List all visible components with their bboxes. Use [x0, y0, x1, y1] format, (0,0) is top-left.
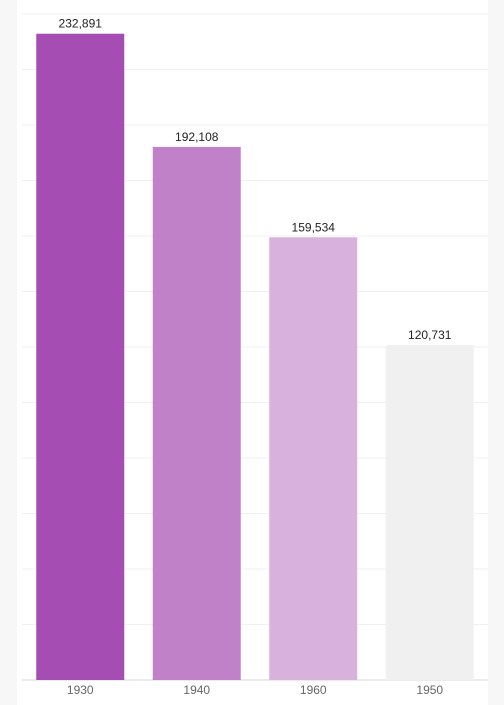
x-tick-1950: 1950 — [416, 683, 443, 697]
value-labels: 232,891 192,108 159,534 120,731 — [59, 17, 452, 342]
value-label-1960: 159,534 — [292, 220, 336, 234]
x-tick-1940: 1940 — [183, 683, 210, 697]
bar-1950[interactable] — [385, 344, 474, 680]
value-label-1930: 232,891 — [59, 17, 103, 31]
value-label-1950: 120,731 — [408, 328, 452, 342]
bar-1930[interactable] — [36, 33, 125, 680]
bar-1960[interactable] — [269, 237, 358, 680]
x-tick-labels: 1930 1940 1960 1950 — [67, 683, 444, 697]
bar-chart: 232,891 192,108 159,534 120,731 1930 1940 196… — [22, 13, 488, 697]
bars — [36, 33, 474, 681]
x-tick-1930: 1930 — [67, 683, 94, 697]
chart-panel: 232,891 192,108 159,534 120,731 1930 1940 196… — [17, 0, 488, 705]
bar-1940[interactable] — [152, 146, 241, 681]
x-tick-1960: 1960 — [300, 683, 327, 697]
value-label-1940: 192,108 — [175, 130, 219, 144]
